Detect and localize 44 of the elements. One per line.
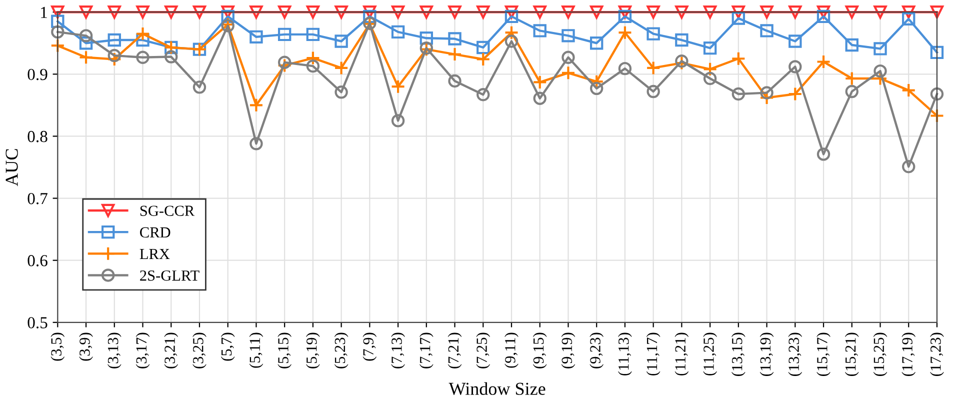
x-tick-label: (7,21) — [448, 332, 462, 368]
x-tick-label: (3,25) — [192, 332, 206, 368]
x-tick-label: (5,7) — [220, 332, 235, 361]
x-tick-label: (11,17) — [646, 332, 660, 376]
x-tick-label: (7,13) — [391, 332, 405, 368]
x-tick-label: (7,9) — [362, 332, 377, 361]
legend-label: CRD — [140, 227, 170, 238]
legend-label: SG-CCR — [140, 206, 195, 216]
x-tick-label: (5,23) — [334, 332, 348, 368]
x-tick-label: (9,19) — [561, 332, 576, 368]
x-tick-label: (11,21) — [674, 332, 689, 376]
y-axis-title: AUC — [6, 149, 18, 186]
legend-label: 2S-GLRT — [140, 270, 200, 281]
x-tick-label: (11,25) — [703, 332, 717, 376]
x-tick-label: (7,25) — [476, 332, 490, 368]
y-tick-label: 0.5 — [28, 317, 48, 328]
y-tick-label: 0.8 — [28, 130, 48, 142]
x-tick-label: (9,15) — [532, 332, 547, 368]
x-tick-label: (3,13) — [107, 332, 122, 368]
legend-label: LRX — [140, 248, 170, 259]
x-tick-label: (15,21) — [844, 332, 859, 376]
x-tick-label: (9,23) — [590, 332, 604, 368]
x-tick-label: (13,23) — [788, 332, 802, 376]
x-tick-label: (13,15) — [731, 332, 746, 376]
y-tick-label: 0.7 — [28, 192, 48, 204]
y-tick-label: 0.9 — [28, 68, 48, 80]
x-tick-label: (11,13) — [618, 332, 632, 376]
x-tick-label: (5,11) — [249, 332, 264, 368]
x-tick-label: (3,17) — [136, 332, 150, 368]
x-tick-label: (9,11) — [504, 332, 518, 368]
x-tick-label: (3,9) — [79, 332, 93, 361]
x-axis-title: Window Size — [448, 382, 546, 396]
x-tick-label: (15,25) — [873, 332, 888, 376]
y-tick-label: 1 — [41, 6, 47, 18]
x-tick-label: (17,19) — [902, 332, 916, 376]
x-tick-label: (3,5) — [50, 332, 65, 361]
x-tick-label: (17,23) — [930, 332, 944, 376]
x-tick-label: (5,19) — [306, 332, 320, 368]
x-tick-label: (13,19) — [760, 332, 774, 376]
x-tick-label: (5,15) — [278, 332, 292, 368]
x-tick-label: (3,21) — [164, 332, 178, 368]
x-tick-label: (7,17) — [419, 332, 434, 368]
y-tick-label: 0.6 — [28, 255, 48, 266]
x-tick-label: (15,17) — [816, 332, 830, 376]
